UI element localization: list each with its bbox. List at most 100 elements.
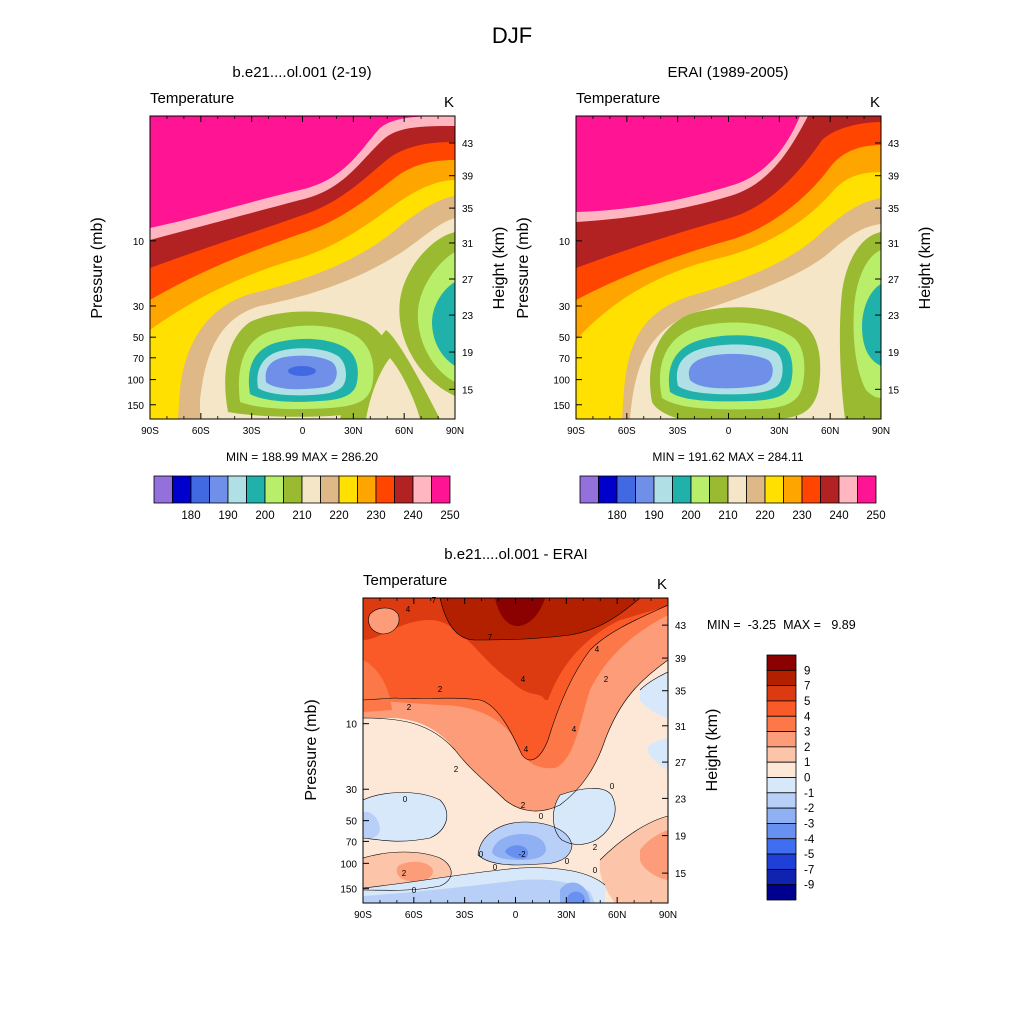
y-height-tick-label: 15 xyxy=(675,869,687,880)
panel-obs: ERAI (1989-2005) Temperature K Pressure … xyxy=(515,64,934,522)
x-tick-label: 30S xyxy=(669,426,687,437)
colorbar-swatch xyxy=(672,475,692,504)
panel-diff-ticks: 90S 60S 30S 0 30N 60N 90N103050701001504339353… xyxy=(340,598,687,921)
x-tick-label: 90N xyxy=(872,426,890,437)
y-height-tick-label: 35 xyxy=(462,204,474,215)
y-height-tick-label: 23 xyxy=(675,794,687,805)
x-tick-label: 60N xyxy=(395,426,413,437)
x-tick-label: 90S xyxy=(354,910,372,921)
colorbar-swatch xyxy=(764,475,784,504)
diff-colorbar-swatch xyxy=(766,746,797,763)
panel-diff-field-label: Temperature xyxy=(363,572,447,589)
diff-colorbar-label: -1 xyxy=(804,788,814,800)
y-height-tick-label: 35 xyxy=(675,687,687,698)
panel-model: b.e21....ol.001 (2-19) Temperature K xyxy=(89,64,508,522)
diff-colorbar-label: -9 xyxy=(804,880,814,892)
y-height-tick-label: 43 xyxy=(888,139,900,150)
panel-obs-ticks: 90S 60S 30S 0 30N 60N 90N 10 30 50 70 100 150 43 39 35 3… xyxy=(553,116,900,437)
x-tick-label: 30S xyxy=(243,426,261,437)
x-tick-label: 30N xyxy=(344,426,362,437)
contour-label: 2 xyxy=(407,703,412,712)
panel-diff-units: K xyxy=(657,576,667,593)
contour-label: 4 xyxy=(524,745,529,754)
colorbar-swatch xyxy=(635,475,655,504)
diff-colorbar-swatch xyxy=(766,777,797,794)
x-tick-label: 90N xyxy=(659,910,677,921)
diff-colorbar-label: -5 xyxy=(804,849,814,861)
diff-colorbar-swatch xyxy=(766,761,797,778)
contour-label: 4 xyxy=(521,675,526,684)
colorbar-swatch xyxy=(209,475,229,504)
contour-label: 4 xyxy=(572,725,577,734)
y-pressure-tick-label: 10 xyxy=(559,237,571,248)
diff-colorbar-label: 9 xyxy=(804,665,810,677)
colorbar-swatch xyxy=(320,475,340,504)
y-pressure-tick-label: 10 xyxy=(133,237,145,248)
diff-colorbar-swatch xyxy=(766,792,797,809)
diff-colorbar-swatch xyxy=(766,823,797,840)
x-tick-label: 30N xyxy=(557,910,575,921)
panel-obs-title: ERAI (1989-2005) xyxy=(668,64,789,81)
colorbar-label: 240 xyxy=(403,510,422,522)
colorbar-swatch xyxy=(653,475,673,504)
diff-colorbar-swatch xyxy=(766,853,797,870)
y-height-tick-label: 39 xyxy=(675,654,687,665)
x-tick-label: 90S xyxy=(567,426,585,437)
x-tick-label: 60N xyxy=(608,910,626,921)
y-height-tick-label: 39 xyxy=(888,172,900,183)
panel-diff-colorbar: 9 7 5 4 3 2 1 0 -1 -2 -3 -4 -5 -7 -9 xyxy=(766,654,815,901)
y-height-tick-label: 19 xyxy=(888,348,900,359)
x-tick-label: 0 xyxy=(726,426,732,437)
y-height-tick-label: 19 xyxy=(462,348,474,359)
colorbar-swatch xyxy=(264,475,284,504)
difference-field xyxy=(363,598,668,903)
contour-label: 0 xyxy=(565,857,570,866)
colorbar-label: 220 xyxy=(329,510,348,522)
x-tick-label: 60N xyxy=(821,426,839,437)
y-height-tick-label: 31 xyxy=(462,239,474,250)
y-pressure-tick-label: 150 xyxy=(553,401,570,412)
contour-label: 2 xyxy=(521,801,526,810)
y-height-tick-label: 43 xyxy=(462,139,474,150)
y-height-tick-label: 15 xyxy=(888,385,900,396)
colorbar-swatch xyxy=(283,475,303,504)
colorbar-swatch xyxy=(690,475,710,504)
colorbar-swatch xyxy=(709,475,729,504)
y-pressure-tick-label: 70 xyxy=(346,837,358,848)
contour-label: 7 xyxy=(432,596,437,605)
panel-diff-title: b.e21....ol.001 - ERAI xyxy=(444,546,587,563)
y-pressure-tick-label: 100 xyxy=(340,859,357,870)
colorbar-label: 230 xyxy=(792,510,811,522)
x-tick-label: 0 xyxy=(513,910,519,921)
diff-colorbar-label: -4 xyxy=(804,834,815,846)
contour-label: 0 xyxy=(539,812,544,821)
diff-colorbar-swatch xyxy=(766,731,797,748)
contour-label: 0 xyxy=(610,782,615,791)
panel-diff-minmax: MIN = -3.25 MAX = 9.89 xyxy=(707,618,856,632)
panel-model-units: K xyxy=(444,94,454,111)
contour-label: 4 xyxy=(595,645,600,654)
colorbar-label: 250 xyxy=(866,510,885,522)
colorbar-swatch xyxy=(431,475,451,504)
contour-label: 2 xyxy=(438,685,443,694)
y-pressure-tick-label: 70 xyxy=(133,354,145,365)
diff-colorbar-swatch xyxy=(766,807,797,824)
colorbar-swatch xyxy=(227,475,247,504)
panel-model-title: b.e21....ol.001 (2-19) xyxy=(232,64,371,81)
colorbar-swatch xyxy=(801,475,821,504)
y-height-tick-label: 31 xyxy=(675,722,687,733)
diff-colorbar-swatch xyxy=(766,654,797,671)
y-height-tick-label: 31 xyxy=(888,239,900,250)
panel-obs-minmax: MIN = 191.62 MAX = 284.11 xyxy=(652,450,804,464)
y-pressure-tick-label: 100 xyxy=(127,376,144,387)
panel-model-ylabel-left: Pressure (mb) xyxy=(89,217,106,318)
y-pressure-tick-label: 10 xyxy=(346,720,358,731)
colorbar-label: 200 xyxy=(255,510,274,522)
diff-colorbar-label: 5 xyxy=(804,696,810,708)
diff-colorbar-label: 4 xyxy=(804,711,811,723)
panel-obs-ylabel-right: Height (km) xyxy=(917,227,934,310)
diff-colorbar-swatch xyxy=(766,685,797,702)
diff-colorbar-label: -3 xyxy=(804,818,814,830)
y-pressure-tick-label: 50 xyxy=(559,333,571,344)
